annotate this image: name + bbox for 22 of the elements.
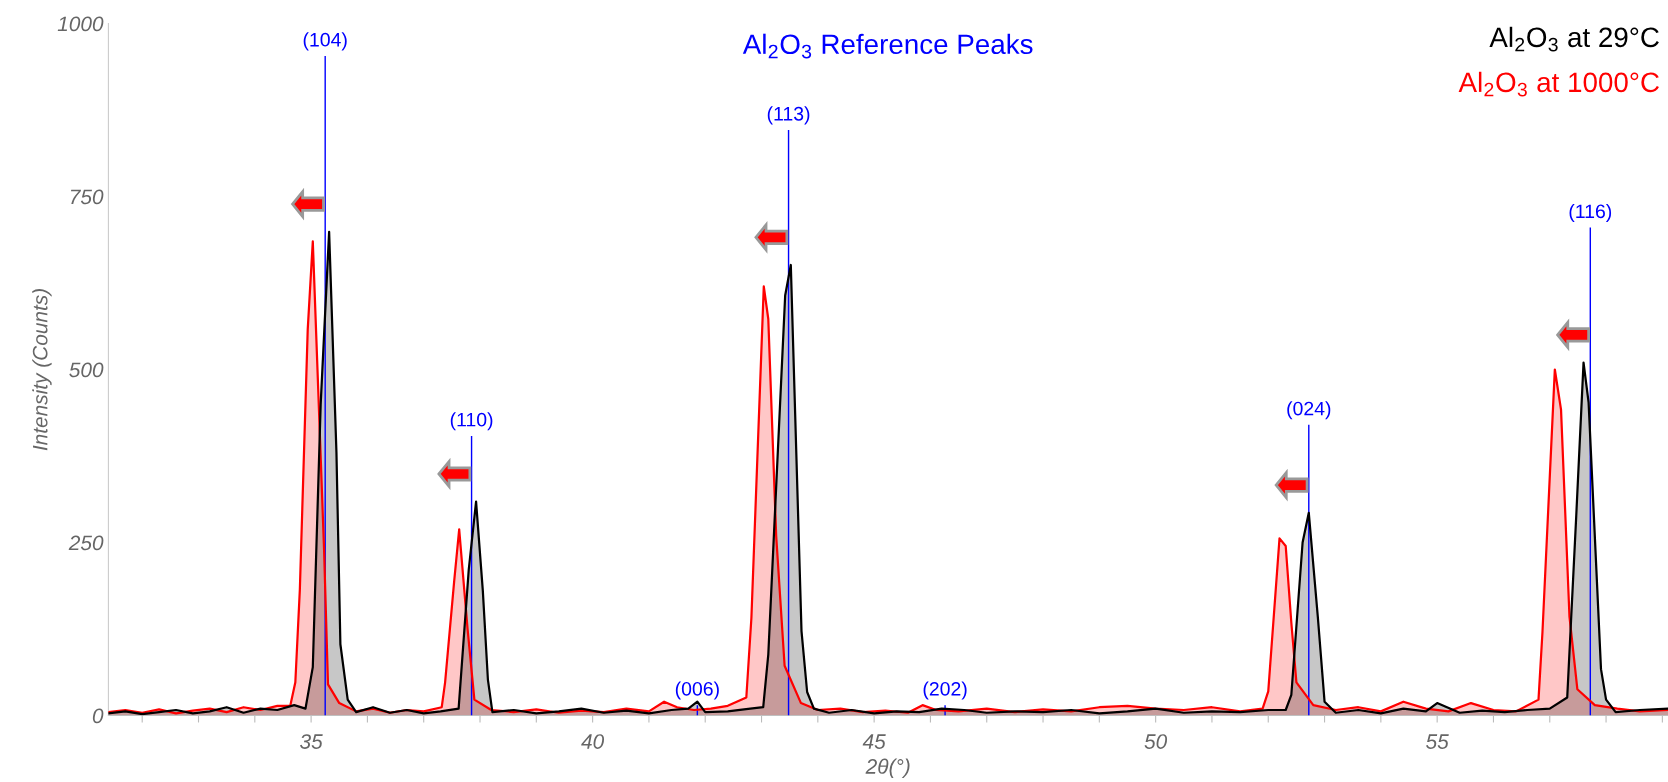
x-tick-label: 55 <box>1426 734 1449 749</box>
y-tick-label: 250 <box>68 535 104 551</box>
annotation: (006) <box>675 681 719 700</box>
annotation: (104) <box>303 32 347 51</box>
y-tick-label: 500 <box>69 362 104 378</box>
x-tick-label: 50 <box>1144 734 1168 749</box>
chart-title: Al$_{2}$O$_{3}$ Reference Peaks <box>742 33 1033 59</box>
x-tick-label: 35 <box>300 734 323 749</box>
x-tick-label: 40 <box>581 734 605 749</box>
text: Al$_{2}$O$_{3}$ at 29°C <box>1489 26 1659 52</box>
annotation: (110) <box>450 412 493 431</box>
annotation: (024) <box>1287 401 1331 420</box>
y-tick-label: 1000 <box>57 16 104 32</box>
y-tick-label: 0 <box>92 708 104 724</box>
x-axis-title: 2θ(°) <box>865 758 910 778</box>
annotation: (116) <box>1569 203 1612 223</box>
annotation: (202) <box>923 681 967 700</box>
annotation: (113) <box>767 106 810 125</box>
y-tick-label: 750 <box>70 189 104 205</box>
text: Al$_{2}$O$_{3}$ at 1000°C <box>1458 71 1659 97</box>
y-axis-title: Intensity (Counts) <box>32 289 52 451</box>
x-tick-label: 45 <box>862 734 886 749</box>
